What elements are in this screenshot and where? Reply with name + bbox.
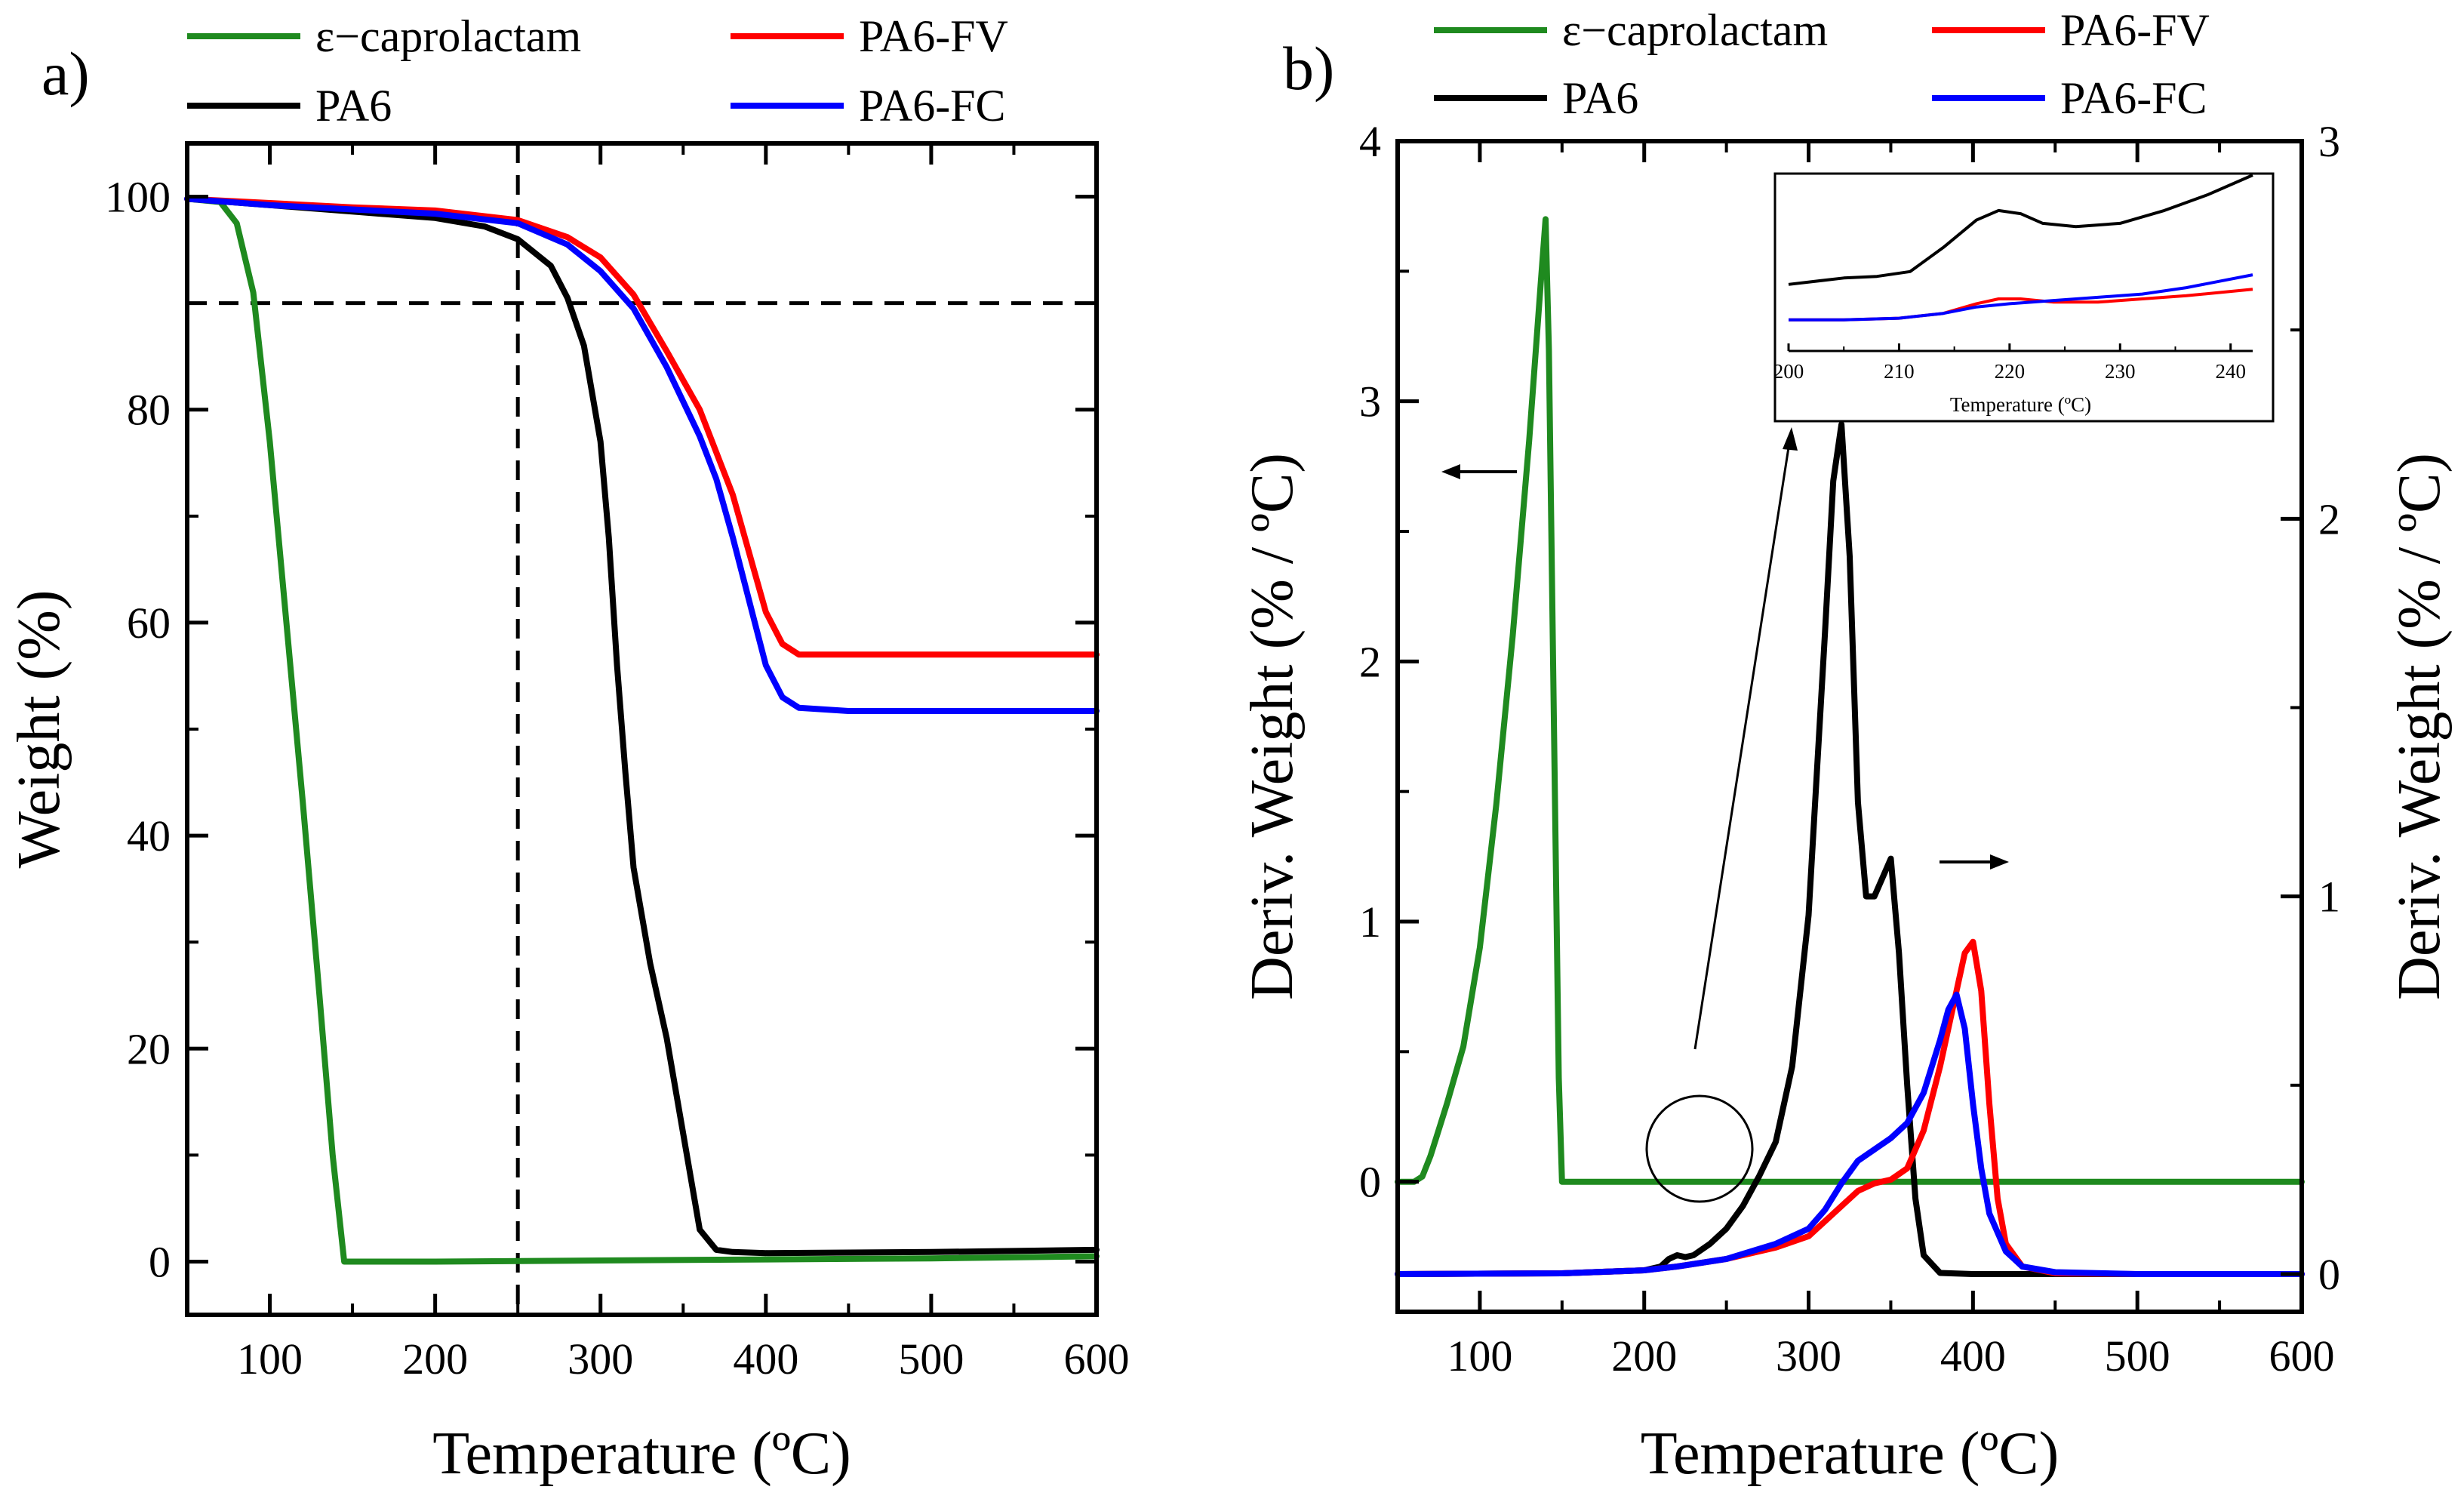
y-tick-label: 20 [127,1024,171,1073]
legend-label: PA6-FC [2060,73,2207,123]
series-line-caprolactam [1395,216,2305,1185]
x-tick-label: 500 [898,1334,964,1384]
inset-x-tick-label: 230 [2105,360,2136,383]
legend-label: PA6 [1562,73,1638,123]
x-tick-label: 200 [402,1334,468,1384]
inset-x-tick-label: 240 [2215,360,2246,383]
x-tick-label: 200 [1611,1331,1677,1380]
x-axis-label: Temperature (ºC) [432,1421,851,1487]
right-axis-arrowhead [1990,854,2009,870]
left-y-tick-label: 3 [1359,377,1381,426]
left-y-tick-label: 1 [1359,897,1381,946]
right-y-tick-label: 3 [2318,117,2340,166]
x-tick-label: 300 [1776,1331,1841,1380]
right-y-tick-label: 0 [2318,1250,2340,1299]
y-tick-label: 80 [127,386,171,435]
x-tick-label: 600 [1064,1334,1130,1384]
series-line-caprolactam [184,195,1100,1265]
legend-label: PA6-FV [2060,5,2210,55]
right-y-axis-label: Deriv. Weight (% / ºC) [2386,453,2453,1000]
inset-x-tick-label: 220 [1995,360,2026,383]
x-axis-label: Temperature (ºC) [1641,1421,2059,1487]
x-tick-label: 300 [568,1334,633,1384]
series-line-pa6-fv [1395,938,2305,1277]
inset-series-line-pa6-fc [1789,273,2253,322]
series-line-pa6 [1395,421,2305,1277]
x-tick-label: 100 [1447,1331,1512,1380]
series-line-pa6 [184,195,1100,1257]
x-tick-label: 100 [237,1334,303,1384]
x-tick-label: 400 [1940,1331,2006,1380]
y-tick-label: 0 [149,1237,171,1286]
legend-label: ε−caprolactam [315,11,581,61]
left-y-tick-label: 2 [1359,637,1381,686]
y-tick-label: 60 [127,599,171,648]
x-tick-label: 600 [2269,1331,2335,1380]
right-y-tick-label: 2 [2318,494,2340,543]
inset-frame [1773,172,2275,423]
panel-label: b) [1283,34,1334,103]
inset-x-tick-label: 200 [1773,360,1804,383]
y-tick-label: 100 [105,173,171,222]
inset-x-tick-label: 210 [1884,360,1915,383]
panel-a: a) 100 200 300 400 500 600 0 20 40 60 80 100 Temperat… [6,11,1130,1487]
series-line-pa6-fc [184,195,1100,714]
legend-label: ε−caprolactam [1562,5,1828,55]
left-y-tick-label: 4 [1359,117,1381,166]
x-tick-label: 400 [733,1334,798,1384]
y-axis-label: Weight (%) [6,590,72,869]
series-line-pa6-fc [1395,991,2305,1277]
x-tick-label: 500 [2105,1331,2170,1380]
left-axis-arrowhead [1441,464,1460,479]
panel-b: b) 100 200 300 400 500 600 0 1 2 3 4 0 1 2 3 Temperature… [1239,5,2453,1487]
legend-label: PA6-FC [859,81,1006,131]
right-y-tick-label: 1 [2318,873,2340,922]
inset-series-line-pa6 [1788,174,2253,286]
panel-label: a) [42,39,90,108]
zoom-circle [1645,1094,1754,1203]
series-line-pa6-fv [184,195,1100,658]
legend-label: PA6-FV [859,11,1008,61]
y-tick-label: 40 [127,811,171,860]
zoom-pointer-arrowhead [1783,427,1798,451]
zoom-pointer-line [1693,437,1792,1050]
left-y-tick-label: 0 [1359,1158,1381,1207]
legend-label: PA6 [315,81,392,131]
inset-x-axis-label: Temperature (ºC) [1950,393,2091,416]
plot-frame [1395,139,2304,1314]
left-y-axis-label: Deriv. Weight (% / ºC) [1239,453,1306,1000]
